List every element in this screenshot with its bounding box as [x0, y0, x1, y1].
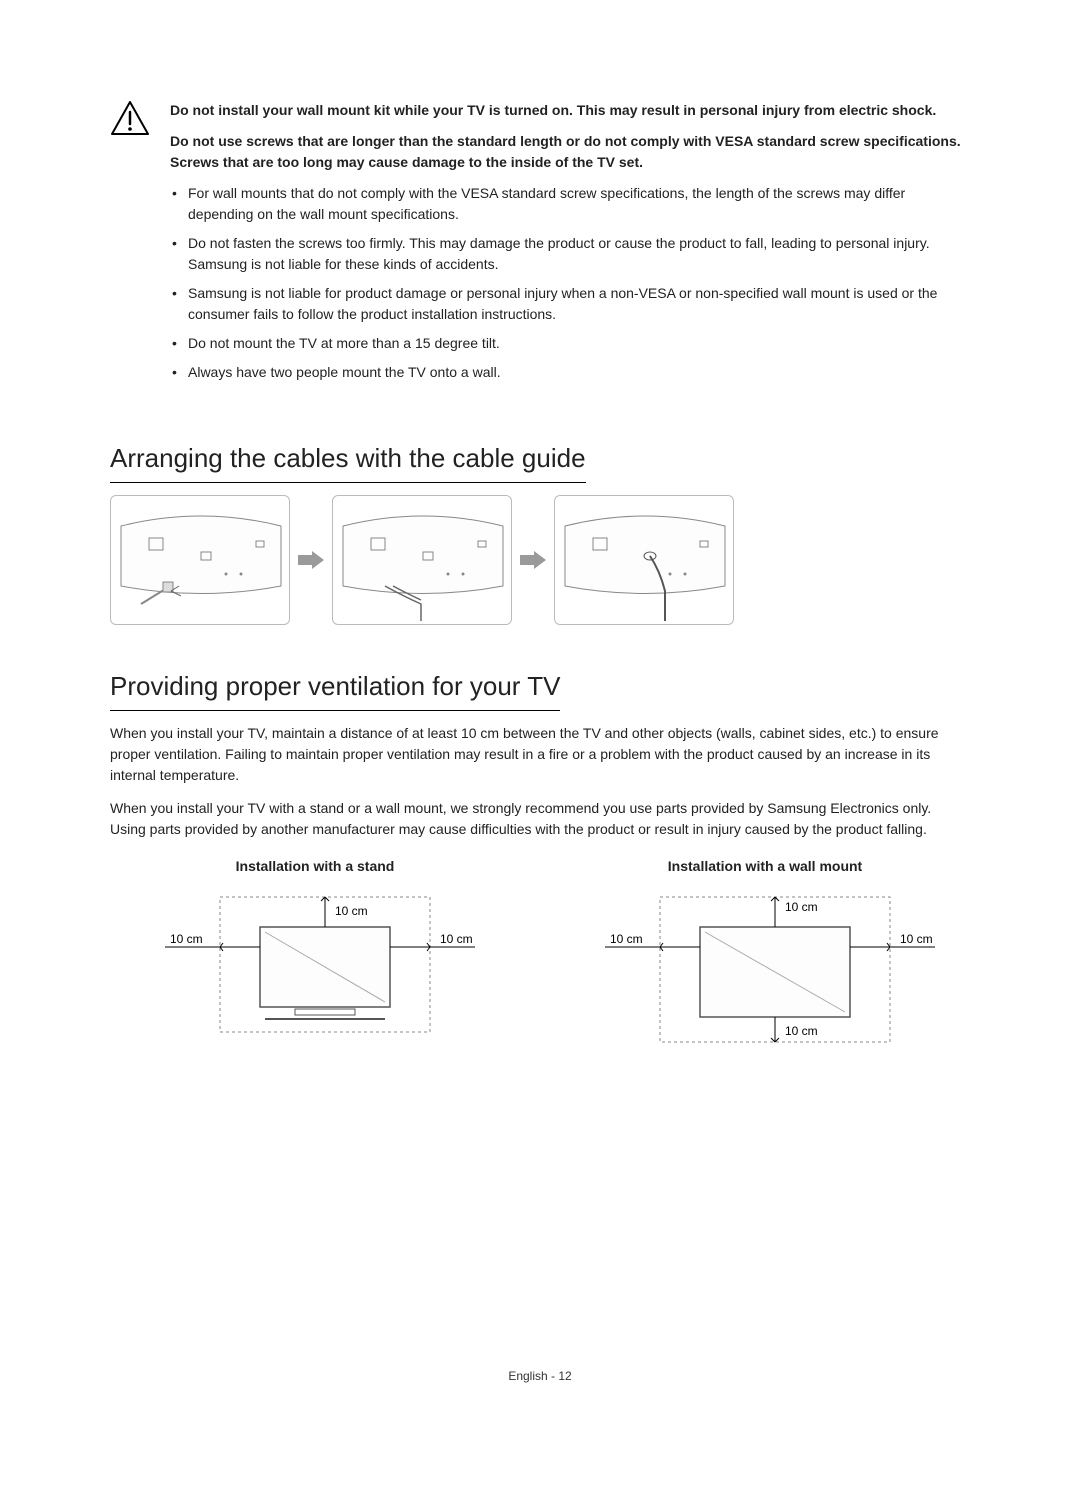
vent-para-1: When you install your TV, maintain a dis… [110, 723, 970, 786]
bullet-item: Samsung is not liable for product damage… [170, 283, 970, 325]
page-footer: English - 12 [110, 1367, 970, 1385]
section-title-cable: Arranging the cables with the cable guid… [110, 439, 586, 483]
vent-stand-title: Installation with a stand [110, 856, 520, 877]
vent-wall-col: Installation with a wall mount 10 cm 10 … [560, 856, 970, 1047]
bullet-item: Do not fasten the screws too firmly. Thi… [170, 233, 970, 275]
vent-stand-col: Installation with a stand 10 cm 10 cm [110, 856, 520, 1047]
cable-guide-row [110, 495, 970, 625]
vent-stand-diagram: 10 cm 10 cm 10 cm [110, 887, 520, 1047]
caution-block: Do not install your wall mount kit while… [110, 100, 970, 391]
cable-panel-3 [554, 495, 734, 625]
caution-bullets: For wall mounts that do not comply with … [170, 183, 970, 383]
bullet-item: Always have two people mount the TV onto… [170, 362, 970, 383]
arrow-icon [298, 551, 324, 569]
bullet-item: For wall mounts that do not comply with … [170, 183, 970, 225]
arrow-icon [520, 551, 546, 569]
measure-left: 10 cm [610, 932, 643, 946]
cable-panel-2 [332, 495, 512, 625]
measure-right: 10 cm [900, 932, 933, 946]
measure-left: 10 cm [170, 932, 203, 946]
ventilation-diagrams: Installation with a stand 10 cm 10 cm [110, 856, 970, 1047]
warning-icon [110, 100, 150, 391]
caution-text-1: Do not install your wall mount kit while… [170, 100, 970, 121]
measure-top: 10 cm [785, 900, 818, 914]
cable-panel-1 [110, 495, 290, 625]
section-title-vent: Providing proper ventilation for your TV [110, 667, 560, 711]
bullet-item: Do not mount the TV at more than a 15 de… [170, 333, 970, 354]
measure-right: 10 cm [440, 932, 473, 946]
measure-top: 10 cm [335, 904, 368, 918]
vent-wall-diagram: 10 cm 10 cm 10 cm 10 cm [560, 887, 970, 1047]
measure-bottom: 10 cm [785, 1024, 818, 1038]
vent-para-2: When you install your TV with a stand or… [110, 798, 970, 840]
vent-wall-title: Installation with a wall mount [560, 856, 970, 877]
caution-body: Do not install your wall mount kit while… [170, 100, 970, 391]
caution-text-2: Do not use screws that are longer than t… [170, 131, 970, 173]
